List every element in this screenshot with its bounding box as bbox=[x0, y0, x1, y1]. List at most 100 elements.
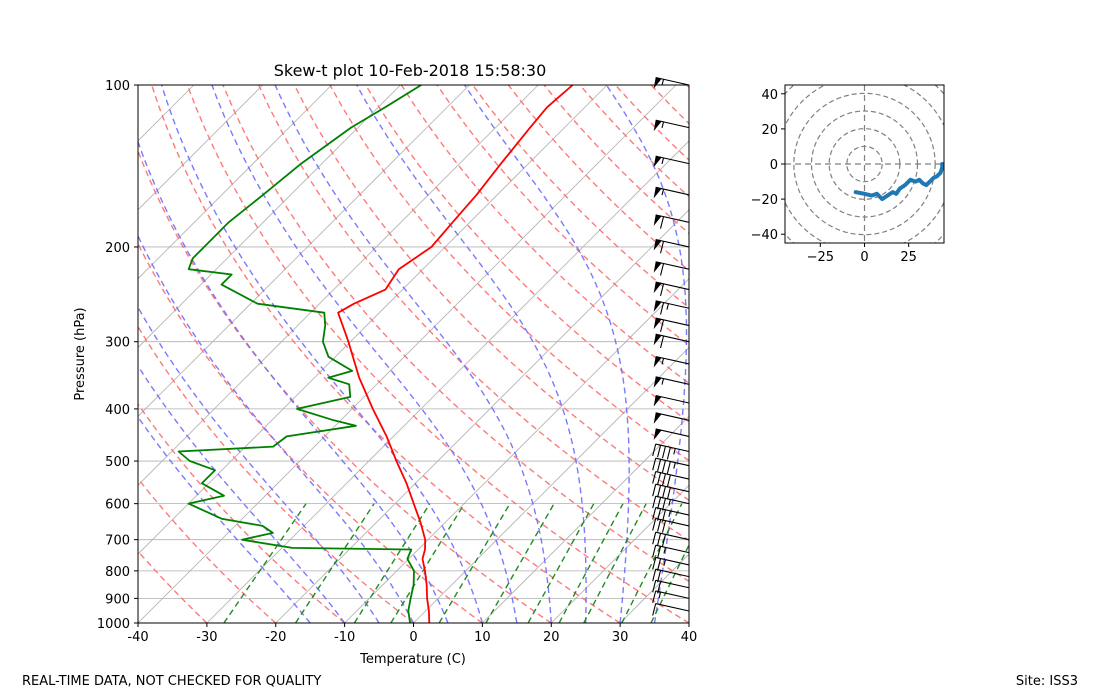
y-tick-label: 200 bbox=[105, 241, 130, 256]
wind-barb-shaft bbox=[655, 579, 690, 589]
wind-barb bbox=[653, 428, 690, 440]
wind-barb-full bbox=[657, 459, 662, 472]
x-tick-label: 20 bbox=[543, 630, 560, 645]
dry-adiabat-line bbox=[758, 85, 1100, 623]
wind-barb-full bbox=[661, 446, 667, 459]
x-tick-label: 10 bbox=[474, 630, 491, 645]
hodograph-y-tick-label: 0 bbox=[770, 158, 778, 173]
wind-barb bbox=[653, 281, 690, 296]
moist-adiabat-line bbox=[274, 85, 552, 623]
moist-adiabat-line bbox=[138, 139, 449, 623]
isotherm-line bbox=[758, 85, 1100, 623]
wind-barb-flag bbox=[653, 156, 662, 168]
wind-barb-full bbox=[659, 283, 665, 296]
wind-barb-shaft bbox=[655, 544, 690, 554]
isotherm-line bbox=[138, 85, 470, 417]
dry-adiabat-line bbox=[151, 85, 621, 623]
wind-barb-shaft bbox=[655, 507, 690, 516]
site-label: Site: ISS3 bbox=[1015, 674, 1078, 689]
isotherm-line bbox=[344, 278, 689, 623]
wind-barb-full bbox=[652, 484, 657, 497]
wind-barb-full bbox=[659, 319, 665, 332]
wind-barb-half bbox=[661, 121, 665, 129]
y-tick-label: 100 bbox=[105, 79, 130, 94]
dry-adiabat-line bbox=[222, 85, 689, 583]
wind-barb-full bbox=[657, 558, 662, 571]
wind-barb-shaft bbox=[655, 590, 690, 599]
dry-adiabat-line bbox=[686, 85, 689, 89]
wind-barb bbox=[653, 412, 690, 424]
wind-barb-shaft bbox=[655, 568, 690, 578]
x-tick-label: 30 bbox=[612, 630, 629, 645]
wind-barb bbox=[653, 333, 690, 349]
wind-barb-full bbox=[666, 447, 671, 460]
y-tick-label: 400 bbox=[105, 403, 130, 418]
wind-barb-full bbox=[652, 557, 657, 570]
wind-barb-shaft bbox=[655, 261, 690, 270]
wind-barb-flag bbox=[653, 187, 662, 199]
wind-barb bbox=[652, 602, 690, 616]
moist-adiabat-line bbox=[464, 85, 630, 623]
wind-barb-full bbox=[652, 518, 657, 531]
skewt-series-layer bbox=[177, 85, 574, 623]
wind-barb-shaft bbox=[655, 76, 690, 86]
moist-adiabat-line bbox=[160, 85, 484, 623]
hodograph-inner-layer bbox=[785, 85, 944, 243]
mixing-ratio-line bbox=[438, 503, 511, 623]
wind-barb bbox=[652, 568, 690, 583]
x-tick-label: -20 bbox=[265, 630, 286, 645]
wind-barb-full bbox=[652, 545, 657, 558]
wind-barb-full bbox=[657, 497, 662, 510]
wind-barb-full bbox=[652, 458, 657, 471]
wind-barb bbox=[653, 155, 690, 168]
wind-barb-shaft bbox=[655, 531, 690, 541]
mixing-ratio-line bbox=[294, 503, 375, 623]
wind-barb-shaft bbox=[655, 355, 690, 365]
wind-barb-full bbox=[666, 474, 671, 487]
dry-adiabat-line bbox=[138, 242, 483, 623]
isotherm-line bbox=[138, 85, 608, 555]
wind-barb-full bbox=[666, 487, 671, 500]
wind-barb-flag bbox=[653, 395, 662, 407]
wind-barb-full bbox=[661, 520, 667, 533]
wind-barb-half bbox=[673, 448, 676, 455]
wind-barb bbox=[653, 119, 690, 132]
x-tick-label: -40 bbox=[127, 630, 148, 645]
wind-barb-full bbox=[657, 519, 662, 532]
wind-barb-full bbox=[657, 570, 662, 583]
isotherm-line bbox=[482, 415, 689, 623]
wind-barb-shaft bbox=[655, 495, 690, 505]
isotherm-line bbox=[0, 85, 56, 623]
wind-barb-shaft bbox=[655, 394, 690, 404]
wind-barb bbox=[652, 590, 690, 604]
x-tick-label: 40 bbox=[681, 630, 698, 645]
wind-barb-half bbox=[666, 303, 669, 310]
wind-barb-full bbox=[657, 472, 662, 485]
wind-barb-flag bbox=[653, 376, 662, 388]
wind-barb-half bbox=[658, 591, 662, 599]
wind-barb-full bbox=[652, 443, 657, 457]
wind-barb bbox=[653, 376, 690, 388]
wind-barb-half bbox=[661, 79, 665, 86]
wind-barb bbox=[652, 483, 690, 500]
wind-barb-full bbox=[661, 534, 667, 547]
wind-barb-half bbox=[661, 378, 665, 385]
wind-barb-half bbox=[661, 358, 665, 365]
moist-adiabat-line bbox=[356, 85, 587, 623]
wind-barbs-layer bbox=[652, 76, 690, 616]
wind-barb-shaft bbox=[655, 333, 690, 343]
wind-barb bbox=[653, 355, 690, 368]
wind-barb-full bbox=[666, 461, 671, 474]
hodograph-y-tick-label: −20 bbox=[751, 193, 778, 208]
wind-barb-shaft bbox=[655, 602, 690, 612]
moist-adiabat-line bbox=[138, 415, 311, 623]
mixing-ratio-line bbox=[558, 503, 624, 623]
wind-barb-half bbox=[663, 559, 667, 566]
wind-barb-shaft bbox=[655, 471, 690, 480]
wind-barb bbox=[653, 394, 690, 407]
isotherm-line bbox=[138, 85, 401, 349]
y-tick-label: 800 bbox=[105, 565, 130, 580]
y-tick-label: 700 bbox=[105, 534, 130, 549]
wind-barb-half bbox=[668, 499, 671, 506]
dry-adiabat-line bbox=[138, 149, 552, 623]
